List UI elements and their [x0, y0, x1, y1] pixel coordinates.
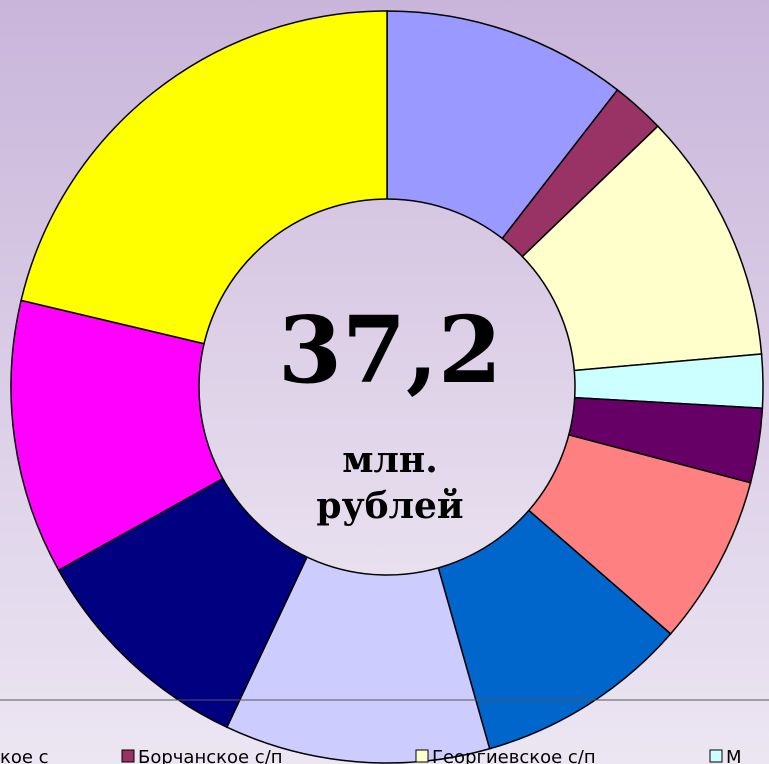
legend-swatch [709, 749, 723, 763]
center-unit: млн. [342, 439, 438, 481]
legend-swatch [121, 749, 135, 763]
donut-hole [198, 198, 576, 576]
legend: кое с Борчанское с/п Георгиевское с/п М [0, 747, 742, 764]
legend-swatch [415, 749, 429, 763]
center-value: 37,2 [278, 296, 502, 404]
legend-label: Борчанское с/п [138, 747, 283, 764]
slice [225, 384, 491, 764]
legend-label: Георгиевское с/п [432, 747, 596, 764]
legend-label: кое с [0, 747, 49, 764]
legend-label: М [726, 747, 742, 764]
center-unit: рублей [316, 485, 463, 527]
